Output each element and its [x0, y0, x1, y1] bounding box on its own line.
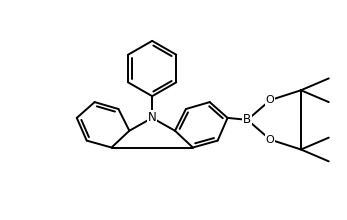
Text: O: O — [266, 135, 274, 145]
Text: O: O — [266, 95, 274, 105]
Text: B: B — [243, 113, 252, 126]
Text: N: N — [148, 111, 156, 124]
